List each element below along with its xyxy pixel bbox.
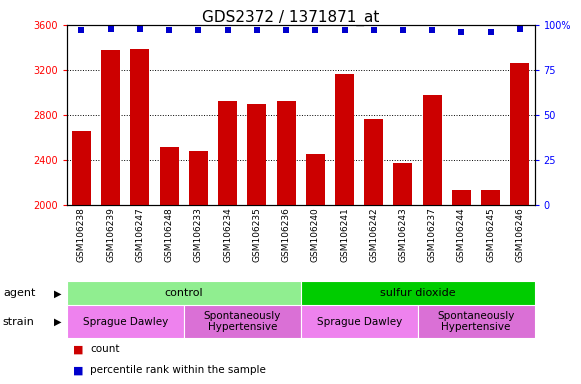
Bar <box>335 74 354 205</box>
Text: strain: strain <box>3 316 35 327</box>
Bar <box>277 101 296 205</box>
Point <box>164 27 174 33</box>
Bar <box>418 305 535 338</box>
Bar <box>452 190 471 205</box>
Point <box>106 25 115 31</box>
Point <box>340 27 349 33</box>
Bar <box>306 154 325 205</box>
Bar <box>160 147 178 205</box>
Bar <box>510 63 529 205</box>
Text: ■: ■ <box>73 365 83 375</box>
Text: Sprague Dawley: Sprague Dawley <box>83 316 168 327</box>
Bar <box>130 48 149 205</box>
Point <box>399 27 408 33</box>
Text: ▶: ▶ <box>53 316 61 327</box>
Bar <box>248 104 266 205</box>
Point <box>369 27 378 33</box>
Point <box>135 25 145 31</box>
Point <box>252 27 261 33</box>
Bar <box>101 50 120 205</box>
Text: control: control <box>164 288 203 298</box>
Point <box>193 27 203 33</box>
Bar <box>72 131 91 205</box>
Text: GDS2372 / 1371871_at: GDS2372 / 1371871_at <box>202 10 379 26</box>
Text: count: count <box>90 344 120 354</box>
Point <box>515 25 525 31</box>
Text: Sprague Dawley: Sprague Dawley <box>317 316 401 327</box>
Point <box>223 27 232 33</box>
Bar <box>189 151 208 205</box>
Text: ▶: ▶ <box>53 288 61 298</box>
Bar <box>301 305 418 338</box>
Text: agent: agent <box>3 288 35 298</box>
Text: Spontaneously
Hypertensive: Spontaneously Hypertensive <box>437 311 515 333</box>
Bar <box>481 190 500 205</box>
Point <box>486 29 496 35</box>
Point <box>281 27 290 33</box>
Bar <box>218 101 237 205</box>
Bar <box>301 281 535 305</box>
Bar <box>393 163 413 205</box>
Bar <box>364 119 383 205</box>
Bar <box>67 305 184 338</box>
Text: percentile rank within the sample: percentile rank within the sample <box>90 365 266 375</box>
Point <box>457 29 466 35</box>
Bar <box>67 281 301 305</box>
Point <box>311 27 320 33</box>
Bar <box>184 305 301 338</box>
Point <box>428 27 437 33</box>
Text: Spontaneously
Hypertensive: Spontaneously Hypertensive <box>203 311 281 333</box>
Text: ■: ■ <box>73 344 83 354</box>
Point <box>77 27 86 33</box>
Text: sulfur dioxide: sulfur dioxide <box>380 288 456 298</box>
Bar <box>423 94 442 205</box>
